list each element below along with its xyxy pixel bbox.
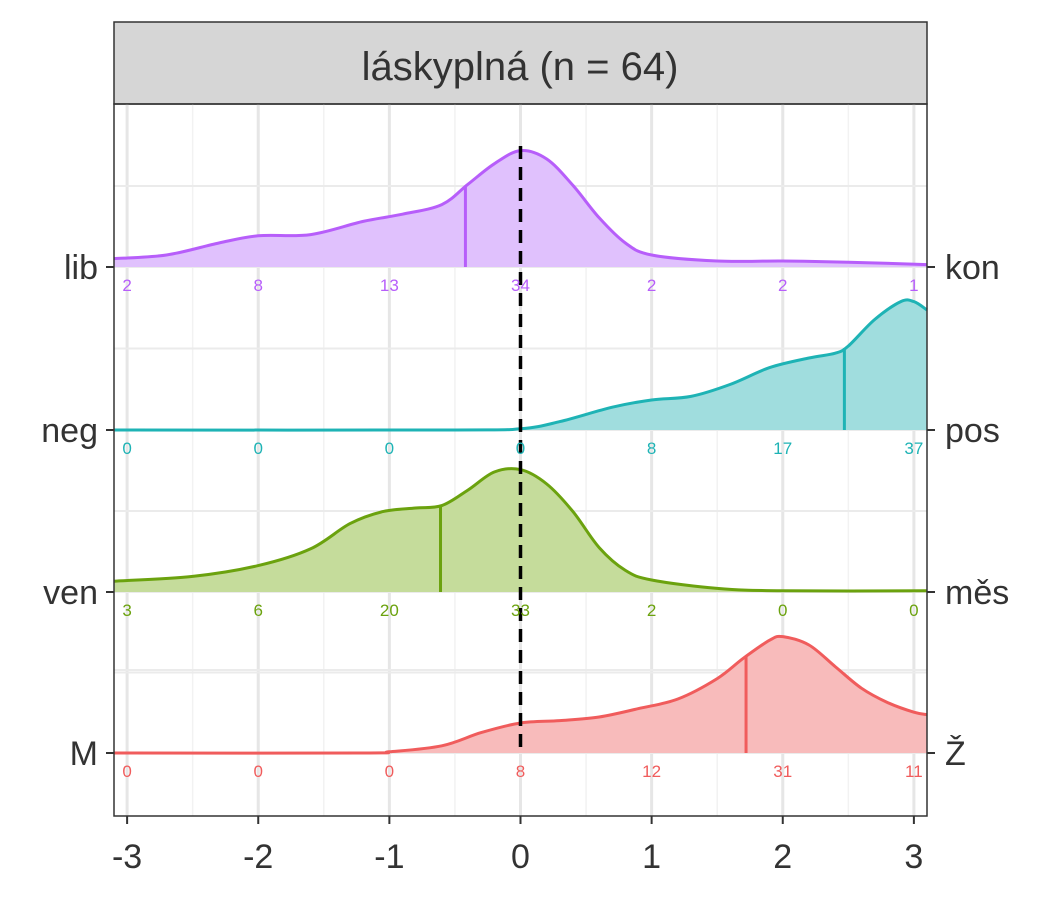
bin-count-label: 2 <box>647 601 656 620</box>
bin-count-label: 0 <box>254 762 263 781</box>
bin-count-label: 3 <box>122 601 131 620</box>
bin-count-label: 34 <box>511 276 530 295</box>
ridge-line <box>113 467 928 593</box>
bin-count-label: 1 <box>909 276 918 295</box>
bin-count-label: 8 <box>647 439 656 458</box>
bin-count-label: 0 <box>254 439 263 458</box>
bin-count-label: 33 <box>511 601 530 620</box>
left-pole-label: lib <box>64 249 98 287</box>
ridge-line <box>113 148 928 267</box>
right-pole-label: měs <box>945 574 1009 612</box>
bin-count-label: 0 <box>909 601 918 620</box>
bin-count-label: 0 <box>122 439 131 458</box>
x-tick-label: -1 <box>374 838 404 876</box>
x-tick-label: 1 <box>642 838 661 876</box>
bin-count-label: 0 <box>122 762 131 781</box>
ridge-area <box>114 150 927 267</box>
facet-strip-background <box>113 21 928 105</box>
bin-count-label: 2 <box>778 276 787 295</box>
x-tick-label: 2 <box>773 838 792 876</box>
x-tick-label: -3 <box>112 838 142 876</box>
bin-counts: 2 8 13 34 2 2 10 0 0 0 8 17 373 6 20 33 2 0 00 0 0 8 12 31 11 <box>122 276 923 781</box>
bin-count-label: 2 <box>122 276 131 295</box>
x-tick-label: 0 <box>511 838 530 876</box>
bin-count-label: 8 <box>516 762 525 781</box>
bin-count-label: 6 <box>254 601 263 620</box>
left-pole-label: ven <box>43 574 98 612</box>
right-pole-label: Ž <box>945 735 966 773</box>
bin-count-label: 0 <box>385 762 394 781</box>
bin-count-label: 0 <box>778 601 787 620</box>
ridge-line <box>113 298 928 432</box>
bin-count-label: 13 <box>380 276 399 295</box>
bin-count-label: 2 <box>647 276 656 295</box>
ridge-neg <box>113 298 928 432</box>
x-tick-label: 3 <box>904 838 923 876</box>
bin-count-label: 17 <box>773 439 792 458</box>
facet-strip: láskyplná (n = 64) <box>113 21 928 105</box>
ridge-line <box>113 634 928 755</box>
bin-count-label: 11 <box>905 762 923 781</box>
right-pole-label: pos <box>945 412 1000 450</box>
ridge-lib <box>113 148 928 267</box>
bin-count-label: 31 <box>773 762 792 781</box>
ridge-area <box>114 636 927 754</box>
bin-count-label: 8 <box>254 276 263 295</box>
bin-count-label: 0 <box>516 439 525 458</box>
ridge-M <box>113 634 928 755</box>
bin-count-label: 20 <box>380 601 399 620</box>
bin-count-label: 12 <box>642 762 661 781</box>
x-tick-label: -2 <box>243 838 273 876</box>
left-pole-label: neg <box>41 412 98 450</box>
right-pole-label: kon <box>945 249 1000 287</box>
left-pole-label: M <box>70 735 98 773</box>
bin-count-label: 37 <box>904 439 923 458</box>
ridge-area <box>114 299 927 431</box>
facet-title: láskyplná (n = 64) <box>362 45 679 89</box>
bin-count-label: 0 <box>385 439 394 458</box>
